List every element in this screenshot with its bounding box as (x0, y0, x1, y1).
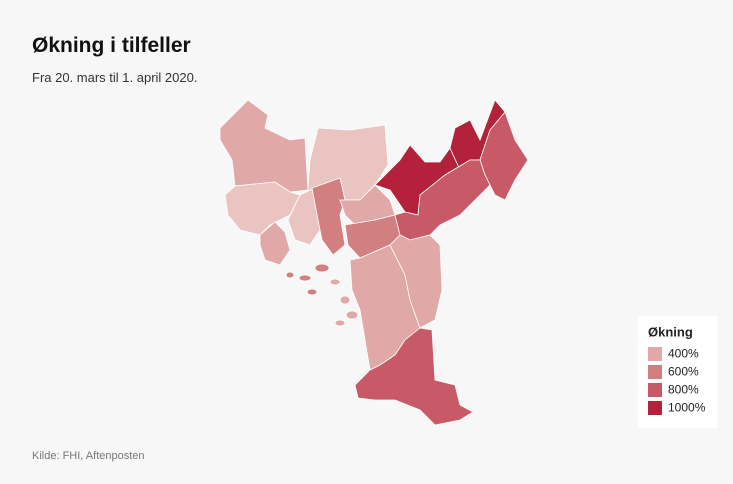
regions (219, 99, 529, 426)
island (339, 295, 351, 305)
subtitle: Fra 20. mars til 1. april 2020. (32, 70, 198, 85)
legend-label: 400% (668, 347, 699, 361)
island (306, 288, 318, 296)
legend-label: 800% (668, 383, 699, 397)
island (334, 319, 346, 327)
island (329, 278, 341, 286)
region (354, 327, 474, 426)
source: Kilde: FHI, Aftenposten (32, 450, 145, 462)
legend-label: 1000% (668, 401, 706, 415)
region (389, 234, 443, 329)
legend-label: 600% (668, 365, 699, 379)
legend-title: Økning (648, 324, 693, 339)
legend-swatch (648, 347, 662, 361)
island (285, 271, 295, 279)
region (219, 99, 309, 193)
title: Økning i tilfeller (32, 34, 191, 57)
island (314, 263, 330, 273)
legend-items: 400% 600% 800% 1000% (648, 347, 706, 415)
island (345, 310, 359, 320)
region (259, 221, 291, 266)
legend-swatch (648, 365, 662, 379)
island (298, 274, 312, 282)
region (311, 177, 346, 256)
region (394, 159, 491, 241)
legend-swatch (648, 383, 662, 397)
legend-swatch (648, 401, 662, 415)
